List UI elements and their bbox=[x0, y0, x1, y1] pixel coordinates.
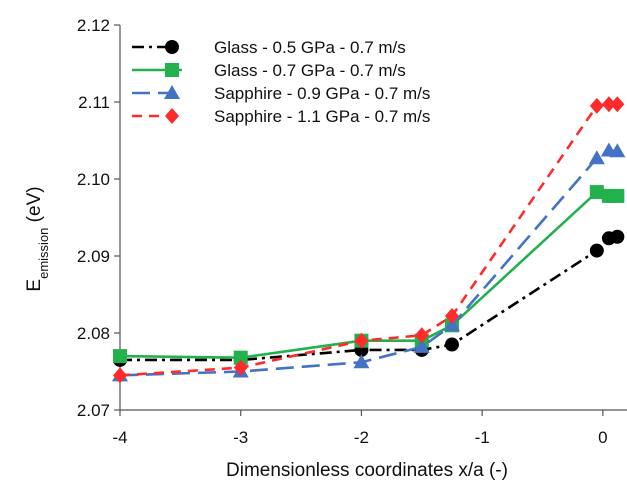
legend-marker bbox=[165, 108, 179, 124]
data-point bbox=[443, 317, 460, 332]
data-point bbox=[589, 185, 604, 200]
series-layer bbox=[112, 96, 626, 384]
axes: 2.07 2.08 2.09 2.10 2.11 2.12 -4 -3 -2 -1 0 bbox=[77, 16, 627, 447]
legend-item-1: Glass - 0.5 GPa - 0.7 m/s bbox=[132, 38, 406, 57]
y-tick-label: 2.08 bbox=[77, 324, 110, 343]
series-1 bbox=[113, 229, 625, 367]
series-line bbox=[119, 190, 618, 359]
y-axis-label: Eemission (eV) bbox=[24, 186, 51, 291]
y-axis-label-sub: emission bbox=[36, 228, 51, 279]
legend-label: Glass - 0.7 GPa - 0.7 m/s bbox=[214, 61, 406, 80]
x-tick-label: -1 bbox=[475, 428, 490, 447]
data-point bbox=[233, 350, 248, 365]
legend-label: Sapphire - 1.1 GPa - 0.7 m/s bbox=[214, 107, 430, 126]
y-tick-label: 2.10 bbox=[77, 170, 110, 189]
y-axis-label-unit: (eV) bbox=[24, 186, 45, 227]
legend-item-4: Sapphire - 1.1 GPa - 0.7 m/s bbox=[132, 107, 430, 126]
data-point bbox=[444, 308, 459, 325]
data-point bbox=[588, 150, 605, 165]
x-tick-label: -2 bbox=[354, 428, 369, 447]
x-tick-label: -3 bbox=[233, 428, 248, 447]
x-tick-label: -4 bbox=[112, 428, 127, 447]
data-point bbox=[610, 188, 625, 203]
data-point bbox=[414, 327, 429, 344]
y-tick-label: 2.11 bbox=[78, 93, 110, 112]
data-point bbox=[444, 337, 459, 352]
legend-label: Sapphire - 0.9 GPa - 0.7 m/s bbox=[214, 84, 430, 103]
legend-marker bbox=[165, 63, 179, 77]
data-point bbox=[609, 143, 626, 158]
y-tick-label: 2.09 bbox=[77, 247, 110, 266]
data-point bbox=[610, 229, 625, 244]
series-4 bbox=[113, 96, 625, 384]
legend-item-3: Sapphire - 0.9 GPa - 0.7 m/s bbox=[132, 84, 430, 103]
x-tick-label: 0 bbox=[598, 428, 607, 447]
legend-item-2: Glass - 0.7 GPa - 0.7 m/s bbox=[132, 61, 406, 80]
data-point bbox=[589, 97, 604, 114]
y-tick-label: 2.12 bbox=[77, 16, 110, 35]
series-2 bbox=[113, 185, 625, 365]
legend-label: Glass - 0.5 GPa - 0.7 m/s bbox=[214, 38, 406, 57]
data-point bbox=[413, 338, 430, 353]
data-point bbox=[589, 243, 604, 258]
x-axis-label: Dimensionless coordinates x/a (-) bbox=[226, 460, 508, 481]
legend-marker bbox=[165, 40, 179, 54]
data-point bbox=[610, 96, 625, 113]
data-point bbox=[113, 367, 127, 384]
y-axis-label-main: E bbox=[24, 279, 45, 292]
y-tick-label: 2.07 bbox=[77, 401, 110, 420]
data-point bbox=[353, 354, 370, 369]
data-point bbox=[601, 96, 616, 113]
legend-marker bbox=[164, 85, 180, 99]
legend: Glass - 0.5 GPa - 0.7 m/s Glass - 0.7 GPa… bbox=[132, 38, 430, 126]
series-3 bbox=[112, 142, 626, 382]
data-point bbox=[113, 349, 127, 364]
data-point bbox=[354, 332, 369, 349]
data-point bbox=[233, 359, 248, 376]
series-line bbox=[119, 103, 618, 377]
